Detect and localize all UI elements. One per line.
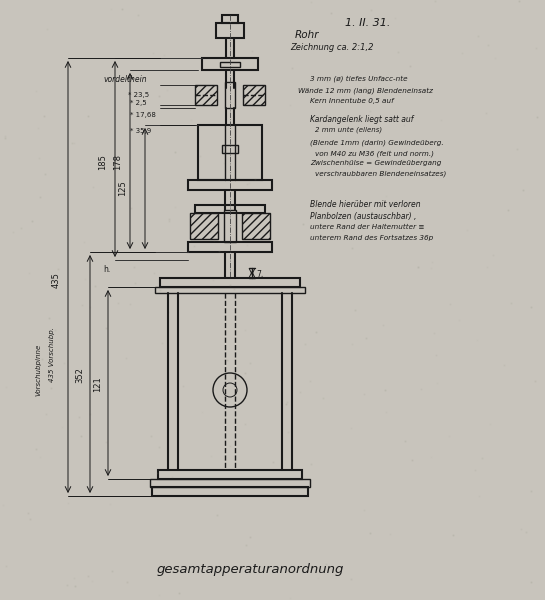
Text: 435 Vorschubp.: 435 Vorschubp. xyxy=(49,328,55,383)
Text: * 23,5: * 23,5 xyxy=(128,92,149,98)
Bar xyxy=(195,205,265,213)
Bar xyxy=(224,210,236,242)
Bar xyxy=(155,287,305,293)
Bar xyxy=(202,58,258,70)
Text: untere Rand der Haltemutter ≡: untere Rand der Haltemutter ≡ xyxy=(310,224,425,230)
Text: 121: 121 xyxy=(94,376,102,392)
Text: 1. II. 31.: 1. II. 31. xyxy=(345,18,390,28)
Text: Planbolzen (austauschbar) ,: Planbolzen (austauschbar) , xyxy=(310,212,416,221)
Text: 3 mm (ø) tiefes Unfacc-nte: 3 mm (ø) tiefes Unfacc-nte xyxy=(310,75,408,82)
Text: (Blende 1mm (darin) Gewindeüberg.: (Blende 1mm (darin) Gewindeüberg. xyxy=(310,140,444,146)
Text: Zeichnung ca. 2:1,2: Zeichnung ca. 2:1,2 xyxy=(290,43,373,52)
Text: gesamtapperaturanordnung: gesamtapperaturanordnung xyxy=(156,563,344,577)
Bar xyxy=(222,15,238,23)
Text: * 2,5: * 2,5 xyxy=(130,100,147,106)
Text: * 17,68: * 17,68 xyxy=(130,112,156,118)
Bar xyxy=(220,62,240,67)
Text: von M40 zu M36 (feit und norm.): von M40 zu M36 (feit und norm.) xyxy=(315,150,434,157)
Bar xyxy=(216,23,244,38)
Text: 352: 352 xyxy=(76,367,84,383)
Bar xyxy=(243,85,265,105)
Text: h.: h. xyxy=(104,265,111,274)
Text: unterem Rand des Fortsatzes 36p: unterem Rand des Fortsatzes 36p xyxy=(310,235,433,241)
Text: 2 mm unte (ellens): 2 mm unte (ellens) xyxy=(315,126,382,133)
Text: Kern Innentube 0,5 auf: Kern Innentube 0,5 auf xyxy=(310,98,393,104)
Text: Wände 12 mm (lang) Blendeneinsatz: Wände 12 mm (lang) Blendeneinsatz xyxy=(298,87,433,94)
Bar xyxy=(225,82,235,108)
Bar xyxy=(158,470,302,479)
Bar xyxy=(222,145,238,153)
Text: 185: 185 xyxy=(99,154,107,170)
Text: Zwischenhülse = Gewindeübergang: Zwischenhülse = Gewindeübergang xyxy=(310,160,441,166)
Text: 435: 435 xyxy=(51,272,60,288)
Bar xyxy=(195,85,217,105)
Bar xyxy=(188,180,272,190)
Text: Blende hierüber mit verloren: Blende hierüber mit verloren xyxy=(310,200,421,209)
Text: vordelthein: vordelthein xyxy=(103,75,147,84)
Text: * 35,9: * 35,9 xyxy=(130,128,152,134)
Bar xyxy=(242,213,270,239)
Bar xyxy=(198,125,262,180)
Bar xyxy=(160,278,300,287)
Text: Rohr: Rohr xyxy=(295,30,319,40)
Text: 178: 178 xyxy=(113,154,123,170)
Text: verschraubbaren Blendeneinsatzes): verschraubbaren Blendeneinsatzes) xyxy=(315,170,446,176)
Bar xyxy=(150,479,310,487)
Text: Kardangelenk liegt satt auf: Kardangelenk liegt satt auf xyxy=(310,115,413,124)
Text: Vorschubpinne: Vorschubpinne xyxy=(35,344,41,396)
Text: 7,: 7, xyxy=(256,270,263,279)
Bar xyxy=(190,213,218,239)
Bar xyxy=(188,242,272,252)
Text: 125: 125 xyxy=(118,180,128,196)
Bar xyxy=(152,487,308,496)
